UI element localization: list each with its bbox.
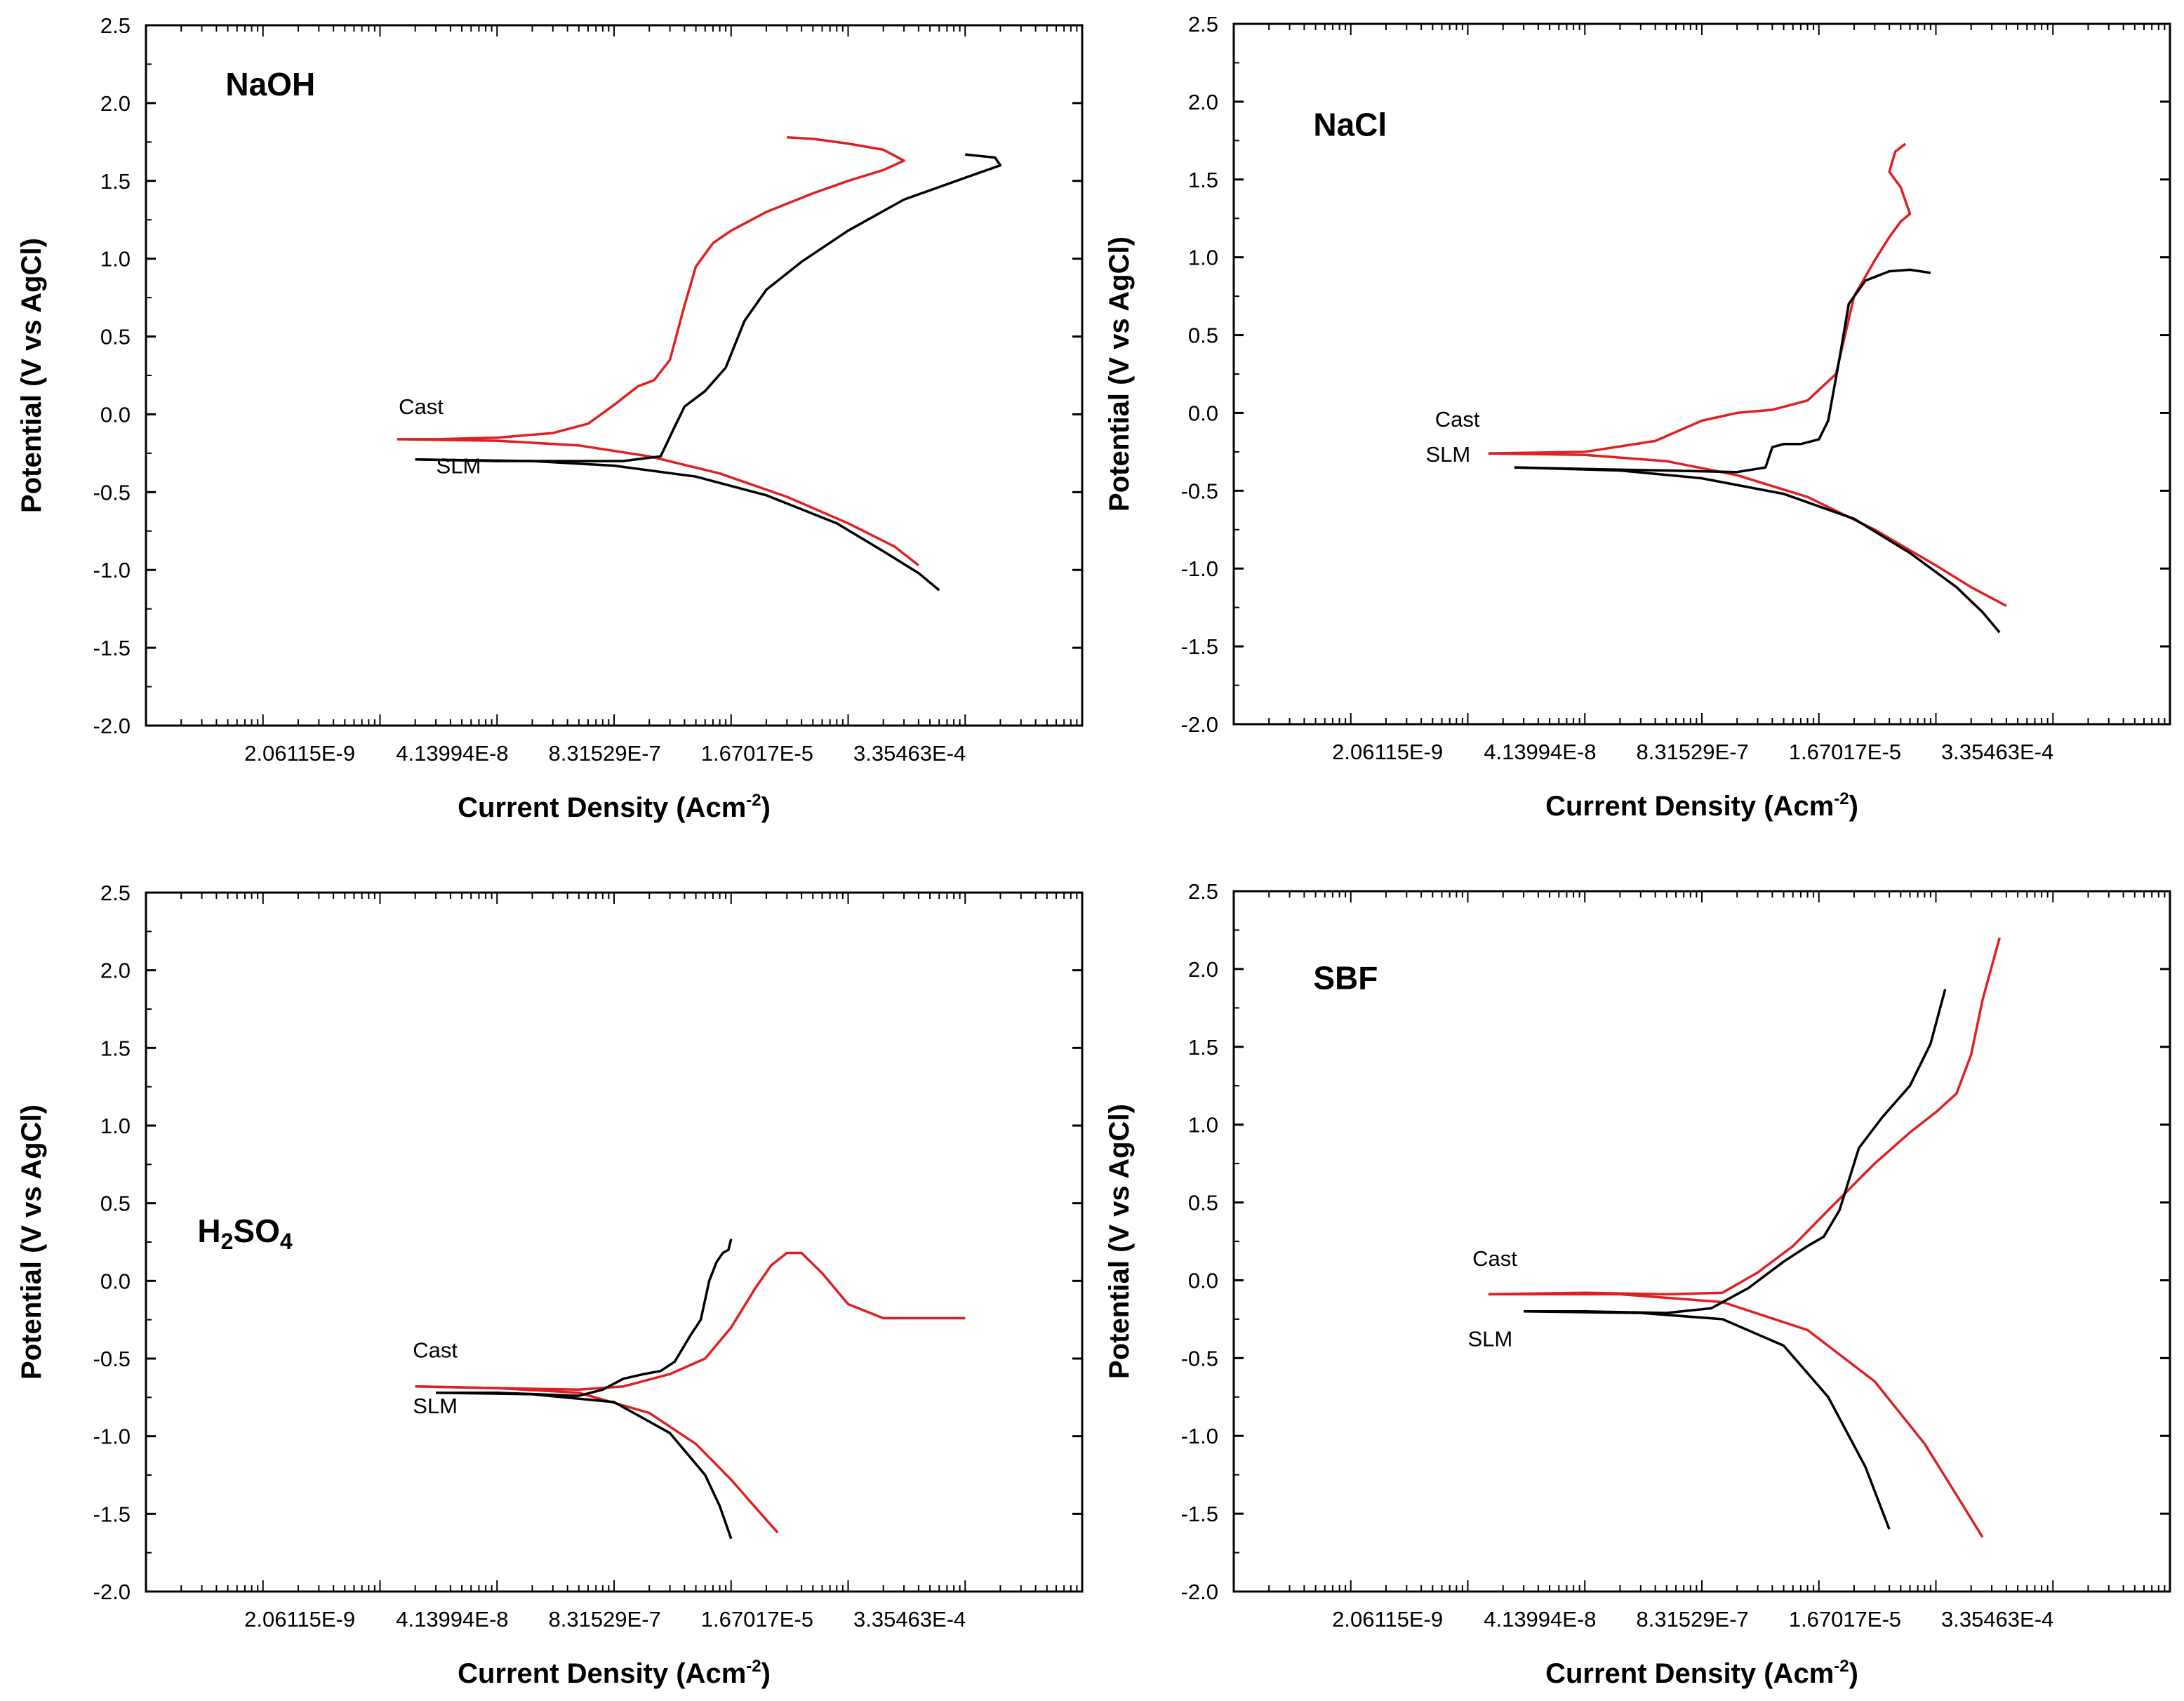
slm-curve-cathodic — [1514, 466, 2001, 634]
y-tick-label: 2.5 — [100, 881, 131, 905]
x-tick-label: 1.67017E-5 — [1789, 740, 1901, 764]
x-tick-label: 2.06115E-9 — [1332, 1607, 1443, 1632]
slm-curve-anodic — [1514, 268, 1931, 474]
x-tick-label: 3.35463E-4 — [853, 741, 966, 766]
y-tick-label: 1.0 — [100, 1114, 131, 1138]
x-tick-label: 2.06115E-9 — [244, 741, 355, 766]
x-tick-label: 2.06115E-9 — [1332, 740, 1443, 764]
panel-title: SBF — [1313, 960, 1378, 996]
y-tick-label: 2.0 — [100, 959, 131, 983]
y-tick-label: -0.5 — [1181, 1346, 1218, 1370]
slm-curve-cathodic — [1524, 1310, 1891, 1530]
y-axis-label: Potential (V vs AgCl) — [16, 238, 47, 513]
y-tick-label: 2.0 — [1188, 90, 1218, 114]
x-tick-label: 8.31529E-7 — [548, 1607, 660, 1632]
x-tick-label: 3.35463E-4 — [1941, 1607, 2053, 1632]
x-tick-label: 8.31529E-7 — [1636, 1607, 1748, 1632]
y-tick-label: -0.5 — [93, 480, 131, 505]
x-tick-label: 4.13994E-8 — [1484, 1607, 1596, 1632]
y-tick-label: -2.0 — [93, 714, 131, 738]
y-axis-label: Potential (V vs AgCl) — [16, 1105, 47, 1380]
y-tick-label: 0.0 — [100, 402, 131, 427]
y-tick-label: 1.5 — [1188, 1035, 1218, 1060]
y-tick-label: 1.5 — [100, 169, 131, 194]
y-tick-label: 2.5 — [1188, 879, 1218, 904]
cast-series-label: Cast — [1435, 407, 1480, 432]
y-tick-label: -1.0 — [1181, 556, 1218, 581]
cast-series-label: Cast — [399, 394, 444, 419]
slm-series-label: SLM — [1468, 1327, 1513, 1352]
slm-curve-anodic — [415, 153, 1002, 462]
x-axis-label: Current Density (Acm-2) — [458, 1657, 771, 1689]
x-axis-label: Current Density (Acm-2) — [458, 791, 771, 823]
y-tick-label: 0.5 — [1188, 1191, 1218, 1215]
x-tick-label: 8.31529E-7 — [548, 741, 660, 766]
cast-series-label: Cast — [413, 1338, 458, 1362]
y-tick-label: -1.5 — [1181, 1502, 1218, 1526]
slm-series-label: SLM — [437, 454, 481, 479]
y-tick-label: -1.5 — [1181, 634, 1218, 659]
cast-curve-cathodic — [415, 1385, 779, 1534]
slm-curve-anodic — [436, 1239, 733, 1397]
cast-series-label: Cast — [1472, 1246, 1517, 1271]
panel-title: H2SO4 — [197, 1213, 293, 1254]
y-tick-label: 1.0 — [1188, 246, 1218, 270]
cast-curve-anodic — [1488, 938, 2001, 1296]
slm-curve-cathodic — [436, 1391, 733, 1540]
cast-curve-anodic — [415, 1251, 966, 1392]
slm-series-label: SLM — [1425, 442, 1470, 467]
y-axis-label: Potential (V vs AgCl) — [1104, 236, 1135, 512]
y-tick-label: 0.0 — [100, 1269, 131, 1293]
y-tick-label: -2.0 — [1181, 712, 1218, 737]
y-tick-label: -1.0 — [93, 558, 131, 582]
panel-title: NaOH — [225, 66, 315, 102]
y-tick-label: 2.0 — [1188, 957, 1218, 982]
x-tick-label: 4.13994E-8 — [1484, 740, 1596, 764]
y-tick-label: -1.5 — [93, 1502, 131, 1526]
panel-title: NaCl — [1313, 107, 1387, 143]
cast-curve-cathodic — [397, 438, 919, 566]
y-tick-label: 1.0 — [100, 247, 131, 272]
x-tick-label: 1.67017E-5 — [1789, 1607, 1901, 1632]
x-tick-label: 1.67017E-5 — [701, 1607, 813, 1632]
x-tick-label: 8.31529E-7 — [1636, 740, 1748, 764]
y-tick-label: 0.5 — [1188, 323, 1218, 348]
y-tick-label: 1.0 — [1188, 1113, 1218, 1138]
y-tick-label: -2.0 — [1181, 1580, 1218, 1604]
y-tick-label: 1.5 — [100, 1036, 131, 1060]
y-tick-label: 0.0 — [1188, 1268, 1218, 1293]
slm-curve-anodic — [1524, 989, 1947, 1314]
x-axis-label: Current Density (Acm-2) — [1545, 789, 1858, 822]
x-axis-label: Current Density (Acm-2) — [1545, 1657, 1858, 1689]
y-tick-label: 2.5 — [100, 13, 131, 38]
x-tick-label: 4.13994E-8 — [396, 1607, 508, 1632]
cast-curve-cathodic — [1488, 1293, 1984, 1538]
y-tick-label: -2.0 — [93, 1580, 131, 1604]
y-tick-label: 0.5 — [100, 325, 131, 349]
x-tick-label: 2.06115E-9 — [244, 1607, 355, 1632]
y-axis-label: Potential (V vs AgCl) — [1104, 1104, 1135, 1379]
y-tick-label: 1.5 — [1188, 168, 1218, 192]
y-tick-label: -1.0 — [93, 1425, 131, 1449]
y-tick-label: 2.5 — [1188, 12, 1218, 36]
y-tick-label: 0.5 — [100, 1192, 131, 1216]
y-tick-label: -1.5 — [93, 636, 131, 660]
y-tick-label: 2.0 — [100, 91, 131, 116]
y-tick-label: -1.0 — [1181, 1424, 1218, 1448]
x-tick-label: 4.13994E-8 — [396, 741, 508, 766]
slm-series-label: SLM — [413, 1394, 458, 1418]
cast-curve-cathodic — [1488, 452, 2007, 607]
slm-curve-cathodic — [415, 458, 940, 592]
x-tick-label: 1.67017E-5 — [701, 741, 813, 766]
cast-curve-anodic — [397, 135, 905, 441]
y-tick-label: -0.5 — [1181, 479, 1218, 503]
x-tick-label: 3.35463E-4 — [1941, 740, 2053, 764]
x-tick-label: 3.35463E-4 — [853, 1607, 966, 1632]
y-tick-label: -0.5 — [93, 1347, 131, 1371]
y-tick-label: 0.0 — [1188, 401, 1218, 425]
